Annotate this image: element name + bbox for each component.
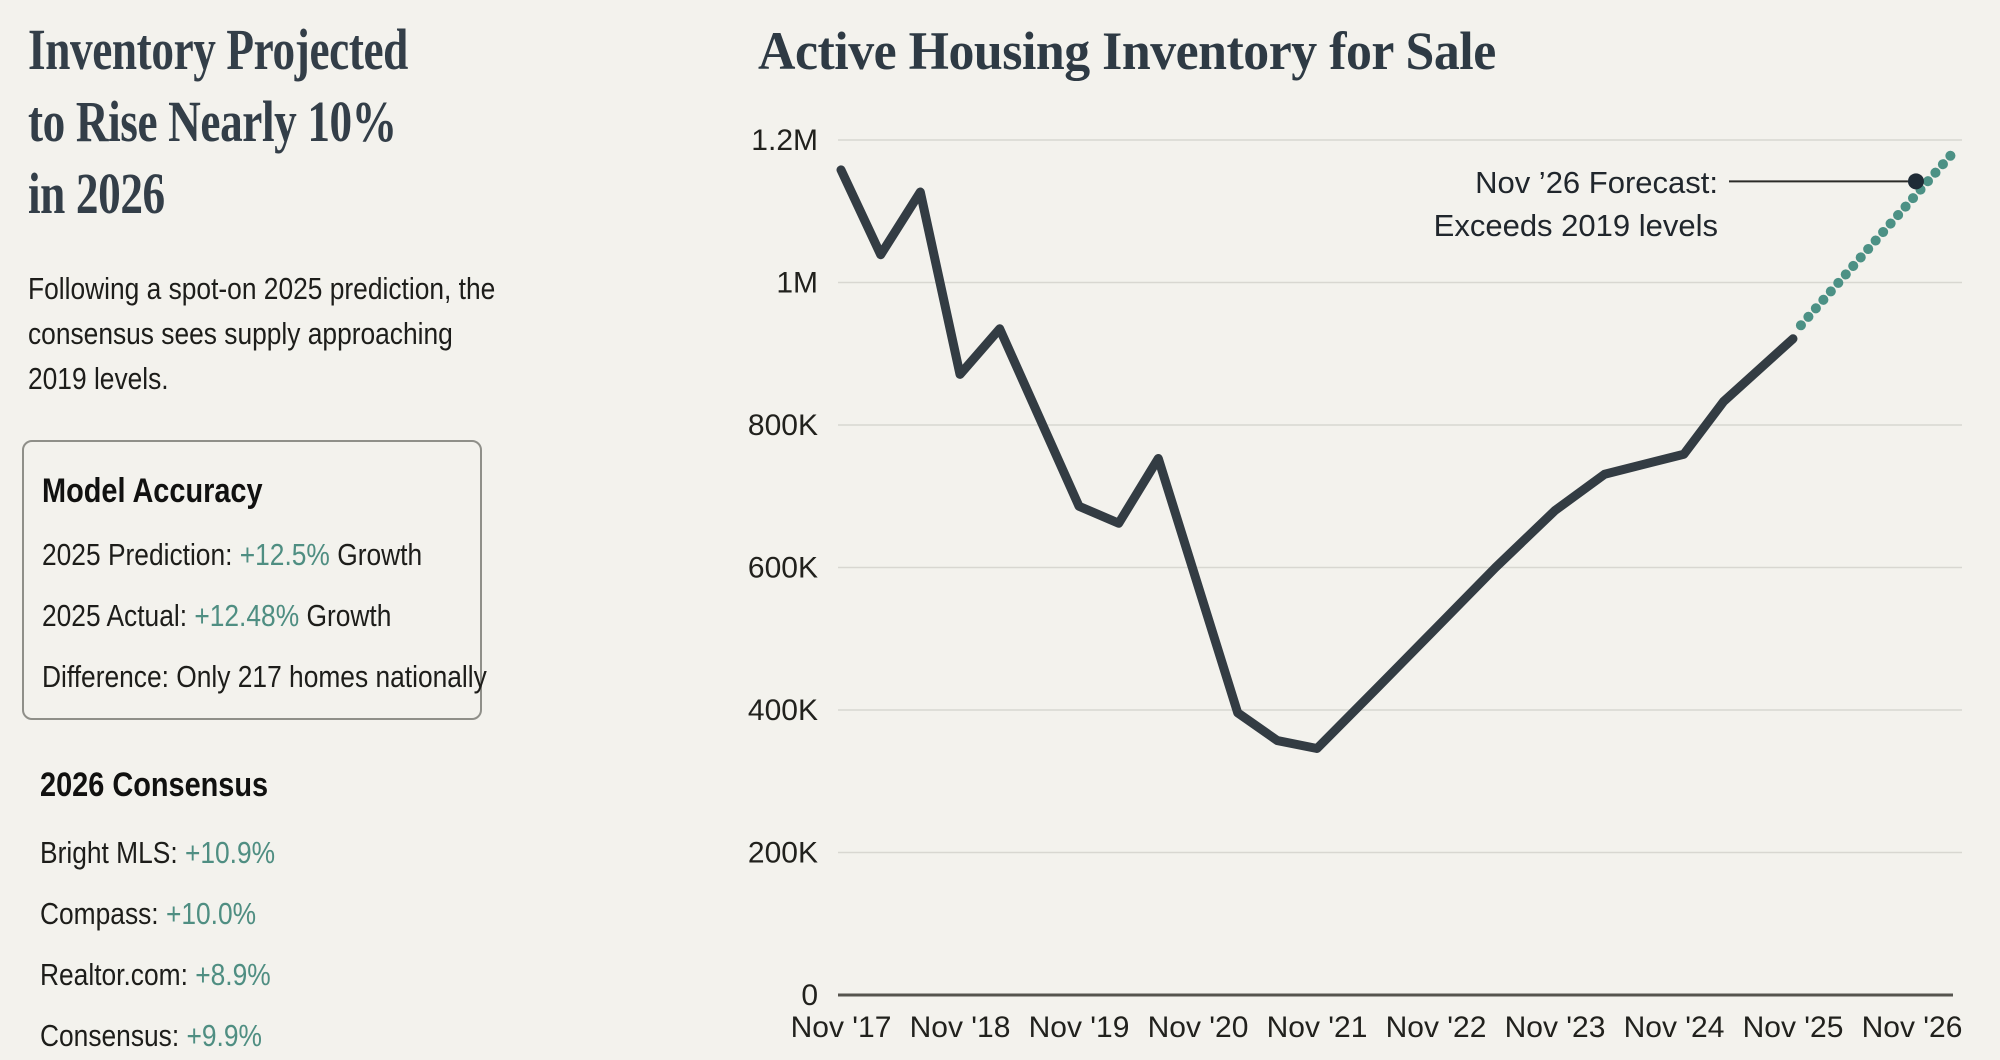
forecast-annotation-line1: Nov ’26 Forecast:: [1475, 165, 1718, 200]
stat-value: +10.0%: [165, 896, 257, 931]
x-tick-label: Nov '21: [1267, 1011, 1368, 1044]
y-tick-label: 1.2M: [751, 124, 818, 157]
consensus-row-consensus: Consensus: +9.9%: [40, 1018, 275, 1054]
chart-title: Active Housing Inventory for Sale: [758, 21, 1496, 81]
data-series: [836, 147, 1959, 753]
model-accuracy-card: Model Accuracy 2025 Prediction: +12.5% G…: [22, 440, 487, 720]
consensus-row-compass: Compass: +10.0%: [40, 896, 275, 932]
consensus-heading: 2026 Consensus: [40, 766, 269, 804]
stat-label: 2025 Prediction:: [42, 537, 240, 572]
stat-label: Bright MLS:: [40, 835, 185, 870]
x-tick-label: Nov '24: [1624, 1011, 1725, 1044]
y-tick-label: 600K: [748, 552, 818, 585]
stat-row-prediction: 2025 Prediction: +12.5% Growth: [42, 537, 422, 573]
stat-label: 2025 Actual:: [42, 598, 195, 633]
stat-value: +10.9%: [184, 835, 276, 870]
stat-value: +12.48%: [194, 598, 300, 633]
y-tick-label: 800K: [748, 409, 818, 442]
stat-label: Consensus:: [40, 1018, 187, 1053]
stat-label: Difference:: [42, 659, 177, 694]
gridlines: [838, 139, 1962, 997]
x-tick-label: Nov '25: [1743, 1011, 1844, 1044]
y-tick-label: 1M: [776, 267, 818, 300]
x-tick-label: Nov '18: [910, 1011, 1011, 1044]
stat-suffix: Growth: [329, 537, 423, 572]
x-tick-label: Nov '26: [1862, 1011, 1963, 1044]
model-accuracy-heading: Model Accuracy: [42, 472, 263, 510]
x-tick-label: Nov '19: [1029, 1011, 1130, 1044]
stat-label: Compass:: [40, 896, 166, 931]
stat-value: +9.9%: [186, 1018, 262, 1053]
axis-labels: 0 200K 400K 600K 800K 1M 1.2M Nov '17 Nov '18 Nov…: [748, 124, 1962, 1044]
forecast-annotation-dot: [1907, 173, 1924, 190]
x-tick-label: Nov '20: [1148, 1011, 1249, 1044]
x-tick-label: Nov '17: [791, 1011, 892, 1044]
stat-row-difference: Difference: Only 217 homes nationally: [42, 659, 487, 695]
forecast-dotted-line: [1795, 147, 1959, 331]
y-tick-label: 0: [801, 979, 818, 1012]
stat-value: +12.5%: [239, 537, 330, 572]
stat-suffix: Only 217 homes nationally: [176, 659, 487, 694]
y-tick-label: 200K: [748, 837, 818, 870]
page-title: Inventory Projected to Rise Nearly 10% i…: [28, 17, 408, 226]
y-tick-label: 400K: [748, 694, 818, 727]
consensus-row-bright-mls: Bright MLS: +10.9%: [40, 835, 275, 871]
consensus-row-realtor: Realtor.com: +8.9%: [40, 957, 275, 993]
x-tick-label: Nov '22: [1386, 1011, 1487, 1044]
inventory-line: [836, 165, 1798, 753]
stat-suffix: Growth: [299, 598, 392, 633]
stat-row-actual: 2025 Actual: +12.48% Growth: [42, 598, 406, 634]
forecast-annotation-line2: Exceeds 2019 levels: [1434, 208, 1718, 243]
x-tick-label: Nov '23: [1505, 1011, 1606, 1044]
page-subtitle: Following a spot-on 2025 prediction, the…: [28, 271, 496, 396]
stat-label: Realtor.com:: [40, 957, 196, 992]
consensus-section: 2026 Consensus Bright MLS: +10.9% Compas…: [40, 766, 317, 1060]
stat-value: +8.9%: [195, 957, 271, 992]
